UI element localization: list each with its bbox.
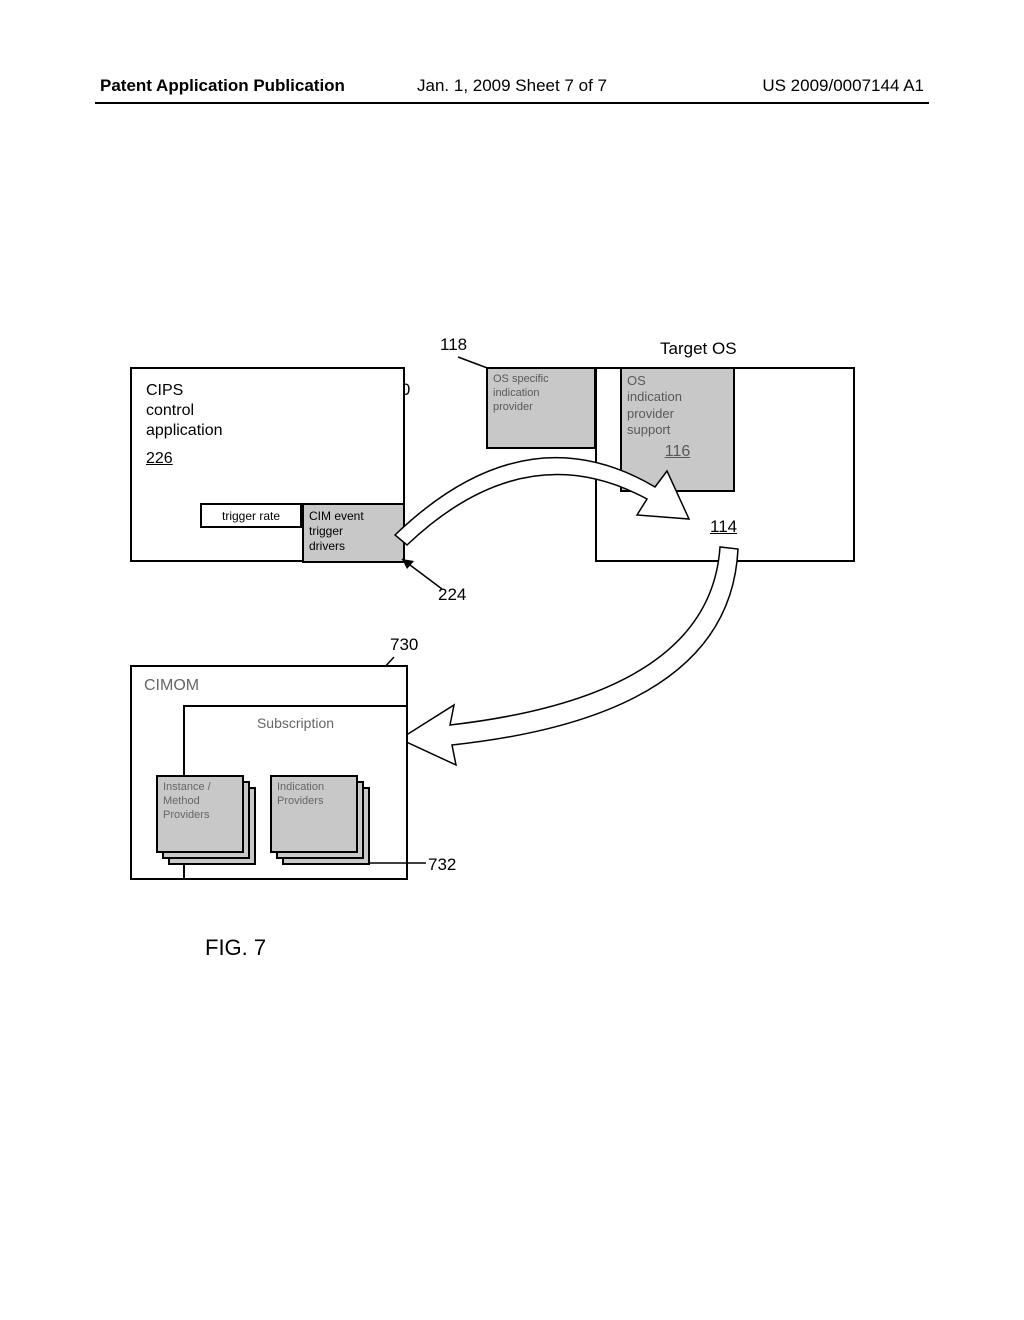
target-os-label: Target OS bbox=[660, 339, 737, 359]
instance-line3: Providers bbox=[163, 809, 237, 823]
instance-provider-stack-front: Instance / Method Providers bbox=[156, 775, 244, 853]
cips-line2: control bbox=[146, 401, 389, 421]
instance-line1: Instance / bbox=[163, 781, 237, 795]
cips-ref: 226 bbox=[146, 449, 389, 469]
instance-provider-text: Instance / Method Providers bbox=[158, 777, 242, 826]
header-rule bbox=[95, 102, 929, 104]
indication-provider-text: Indication Providers bbox=[272, 777, 356, 813]
page-header: Patent Application Publication Jan. 1, 2… bbox=[0, 76, 1024, 96]
indic-line1: Indication bbox=[277, 781, 351, 795]
os-support-line2: indication bbox=[627, 389, 728, 405]
cips-line3: application bbox=[146, 421, 389, 441]
trigger-rate-box: trigger rate bbox=[200, 503, 302, 528]
os-spec-text: OS specific indication provider bbox=[488, 369, 594, 418]
header-left: Patent Application Publication bbox=[100, 76, 345, 96]
ref-732: 732 bbox=[428, 855, 456, 875]
os-spec-line3: provider bbox=[493, 401, 589, 415]
indication-provider-stack-front: Indication Providers bbox=[270, 775, 358, 853]
ref-730: 730 bbox=[390, 635, 418, 655]
indic-line2: Providers bbox=[277, 795, 351, 809]
os-support-line1: OS bbox=[627, 373, 728, 389]
flow-arrow-2 bbox=[370, 525, 750, 775]
lead-118 bbox=[450, 351, 490, 371]
cimom-title: CIMOM bbox=[132, 667, 406, 705]
figure-7-diagram: 118 Target OS 720 CIPS control applicati… bbox=[130, 325, 880, 1025]
trigger-rate-text: trigger rate bbox=[222, 509, 280, 523]
cips-text: CIPS control application 226 bbox=[132, 369, 403, 481]
header-center: Jan. 1, 2009 Sheet 7 of 7 bbox=[417, 76, 607, 96]
cips-line1: CIPS bbox=[146, 381, 389, 401]
subscription-title: Subscription bbox=[185, 707, 406, 731]
os-spec-line1: OS specific bbox=[493, 373, 589, 387]
lead-732 bbox=[368, 855, 430, 869]
os-spec-line2: indication bbox=[493, 387, 589, 401]
figure-caption: FIG. 7 bbox=[205, 935, 266, 961]
instance-line2: Method bbox=[163, 795, 237, 809]
header-right: US 2009/0007144 A1 bbox=[762, 76, 924, 96]
